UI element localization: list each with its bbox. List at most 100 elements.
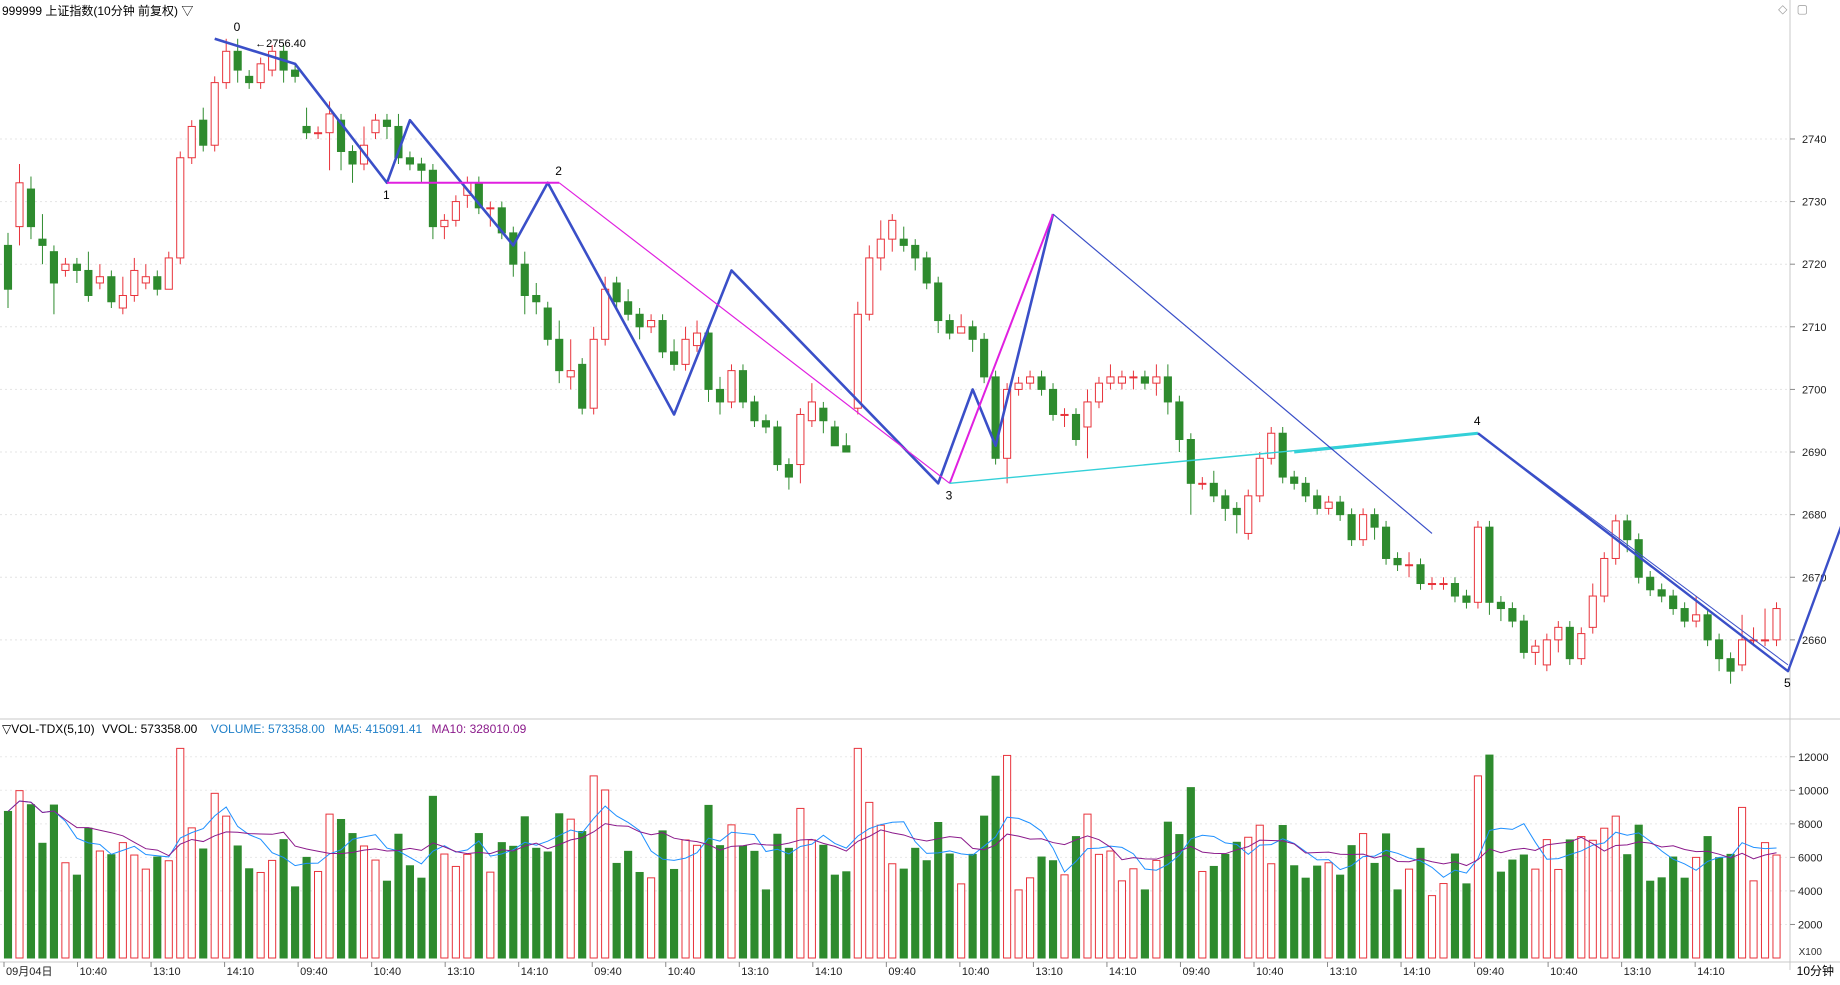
candle-body [118, 294, 127, 309]
volume-bar [922, 860, 931, 959]
volume-bar [1623, 854, 1632, 959]
time-tick-label: 13:10 [1330, 966, 1358, 978]
volume-bar [279, 839, 288, 959]
candle-body [1760, 639, 1770, 642]
volume-bar [715, 845, 725, 959]
volume-bar [509, 845, 518, 959]
volume-value: VOLUME: 573358.00 [210, 722, 325, 736]
volume-bar [302, 856, 311, 959]
candle-body [1427, 583, 1437, 586]
volume-bar [199, 848, 208, 959]
chart-title[interactable]: 999999 上证指数(10分钟 前复权) ▽ [2, 2, 193, 19]
candle-body [1462, 595, 1471, 603]
candle-body [1267, 432, 1276, 459]
candle-body [1519, 620, 1528, 653]
window-icon[interactable]: ▢ [1796, 2, 1808, 16]
volume-bar [1416, 847, 1425, 959]
volume-bar [497, 842, 506, 959]
time-tick-label: 09:40 [594, 966, 622, 978]
volume-bar [291, 886, 300, 959]
candle-body [727, 370, 736, 403]
volume-bar [1542, 839, 1551, 959]
diamond-icon[interactable]: ◇ [1778, 2, 1788, 16]
volume-bar [968, 853, 977, 959]
volume-bar [635, 871, 644, 959]
candle-body [1152, 376, 1161, 384]
candle-body [945, 320, 954, 334]
volume-bar [451, 865, 460, 959]
volume-header: ▽VOL-TDX(5,10) VVOL: 573358.00 VOLUME: 5… [2, 722, 526, 736]
volume-bar [1083, 813, 1092, 959]
volume-bar [394, 833, 403, 959]
zigzag-cyan-line [1294, 431, 1479, 454]
candle-body [1163, 376, 1172, 403]
volume-bar [1485, 754, 1494, 959]
time-tick-label: 13:10 [741, 966, 769, 978]
candle-body [980, 338, 989, 378]
volume-bar [15, 790, 24, 959]
volume-indicator-name[interactable]: ▽VOL-TDX(5,10) [2, 722, 95, 736]
candle-body [1439, 583, 1448, 586]
volume-bar [1255, 824, 1264, 959]
volume-bar [463, 853, 472, 959]
candle-body [842, 445, 851, 453]
volume-bar [796, 807, 805, 959]
volume-bar [1692, 856, 1701, 959]
volume-bar [888, 863, 897, 959]
candle-body [1221, 495, 1230, 509]
volume-bar [589, 775, 598, 959]
volume-bar [1106, 850, 1115, 959]
candle-body [1680, 608, 1689, 622]
candle-body [1140, 376, 1149, 384]
volume-bar [417, 877, 426, 959]
candle-body [761, 420, 770, 428]
price-tick-label: 2710 [1802, 322, 1826, 334]
volume-bar [1680, 877, 1689, 959]
candle-body [382, 119, 392, 127]
period-label-text: 10分钟 [1796, 964, 1834, 978]
time-tick-label: 09:40 [1477, 966, 1505, 978]
candle-body [1600, 557, 1609, 597]
candle-body [1703, 614, 1712, 641]
volume-bar [1669, 856, 1678, 959]
ma10-value: MA10: 328010.09 [431, 722, 527, 736]
candle-body [1370, 514, 1379, 528]
candle-body [38, 238, 47, 246]
candle-body [819, 407, 828, 422]
volume-bar [256, 871, 265, 959]
volume-bar [348, 833, 357, 959]
volume-bar [1726, 853, 1735, 959]
volume-bar [3, 810, 13, 959]
candle-body [1106, 376, 1115, 384]
volume-bar [1048, 860, 1058, 959]
zigzag-magenta-line [558, 182, 951, 484]
volume-bar [1554, 868, 1563, 959]
candle-body [1129, 376, 1138, 379]
period-label[interactable]: 10分钟 [1797, 962, 1834, 979]
candle-body [715, 388, 725, 403]
candle-body [1071, 413, 1081, 441]
zigzag-blue-line [1052, 213, 1433, 534]
candle-body [1531, 645, 1540, 653]
volume-bar [1646, 880, 1655, 959]
candle-body [314, 132, 323, 135]
chart-title-text: 999999 上证指数(10分钟 前复权) ▽ [2, 4, 194, 18]
candle-body [61, 263, 70, 271]
volume-bar [268, 859, 277, 959]
candle-body [1577, 633, 1586, 660]
volume-bar [555, 813, 564, 959]
volume-bar [1703, 836, 1712, 959]
candle-body [1048, 388, 1058, 415]
volume-bar [1186, 787, 1195, 959]
volume-bar [1026, 877, 1035, 959]
candle-body [440, 219, 449, 228]
volume-bar [1738, 806, 1747, 959]
zigzag-magenta-line [948, 213, 1054, 484]
time-tick-label: 14:10 [1697, 966, 1725, 978]
volume-bar [1232, 841, 1241, 959]
candle-body [1026, 376, 1035, 384]
volume-bar [1531, 868, 1540, 959]
candle-body [1336, 501, 1345, 516]
